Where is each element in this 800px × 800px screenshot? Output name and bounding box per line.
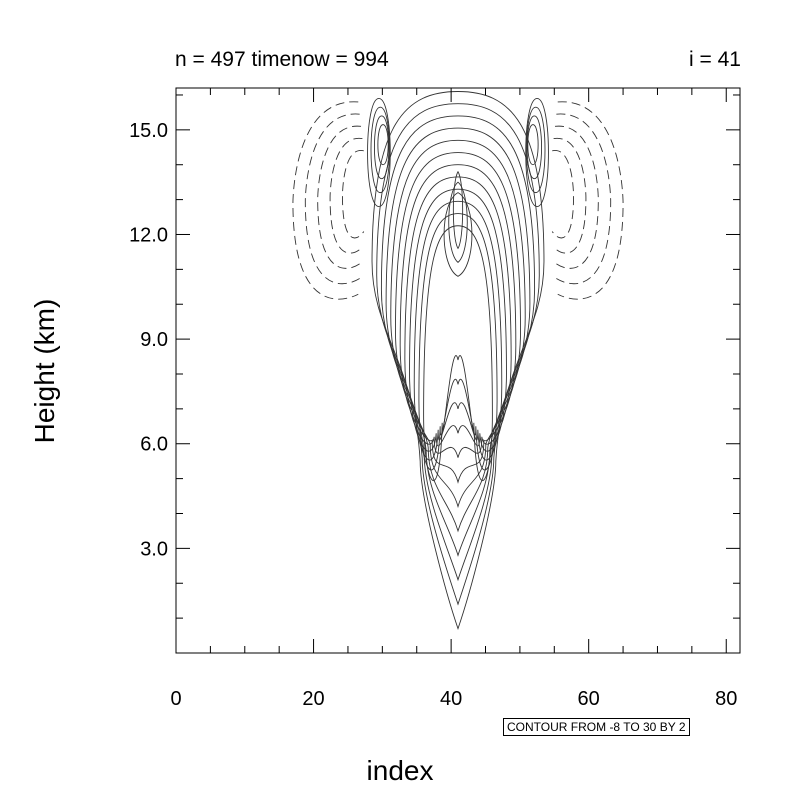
right-lobe-contour	[526, 106, 546, 194]
right-lobe-contour	[525, 98, 549, 208]
left-negative-contour	[341, 150, 365, 239]
y-tick-label: 9.0	[140, 329, 168, 351]
contour-info-label: CONTOUR FROM -8 TO 30 BY 2	[503, 718, 690, 736]
positive-contour	[404, 176, 512, 458]
left-negative-contour	[292, 101, 359, 300]
left-lobe-contour	[370, 106, 390, 194]
contour-lines	[292, 91, 624, 630]
left-lobe-contour	[367, 98, 391, 208]
chart-title-left: n = 497 timenow = 994	[175, 48, 389, 71]
inner-contour	[452, 170, 464, 250]
inner-contour	[448, 181, 468, 263]
y-tick-label: 15.0	[129, 120, 168, 142]
right-negative-contour	[554, 125, 599, 269]
right-lobe-contour	[527, 124, 539, 166]
y-axis-label: Height (km)	[29, 298, 60, 444]
y-tick-label: 6.0	[140, 434, 168, 456]
right-negative-contour	[551, 150, 575, 239]
right-negative-contour	[553, 138, 587, 254]
left-lobe-contour	[377, 124, 389, 166]
left-lobe-contour	[373, 115, 390, 180]
right-negative-contour	[557, 101, 624, 300]
positive-contour	[371, 91, 545, 630]
positive-contour	[376, 103, 540, 606]
y-tick-label: 12.0	[129, 224, 168, 246]
axes: 3.0 6.0 9.0 12.0 15.0 0 20 40 60 80	[129, 88, 740, 710]
x-tick-label: 0	[170, 688, 181, 710]
x-tick-label: 20	[302, 688, 324, 710]
left-negative-contour	[317, 125, 362, 269]
left-negative-contour	[304, 113, 360, 285]
positive-contour	[380, 115, 536, 582]
right-negative-contour	[556, 113, 612, 285]
inner-contour	[443, 192, 473, 277]
positive-contour	[390, 139, 526, 533]
x-tick-label: 80	[715, 688, 737, 710]
x-tick-label: 40	[440, 688, 462, 710]
right-lobe-contour	[526, 115, 543, 180]
positive-contour	[395, 152, 521, 509]
positive-contour	[399, 164, 517, 484]
x-tick-label: 60	[578, 688, 600, 710]
positive-contour	[409, 188, 507, 452]
positive-contour	[423, 225, 493, 481]
chart-title-right: i = 41	[689, 48, 741, 71]
left-negative-contour	[329, 138, 363, 254]
y-tick-label: 3.0	[140, 538, 168, 560]
plot-frame	[175, 87, 741, 654]
positive-contour	[418, 213, 498, 471]
x-axis-label: index	[366, 755, 434, 786]
positive-contour	[413, 200, 503, 461]
